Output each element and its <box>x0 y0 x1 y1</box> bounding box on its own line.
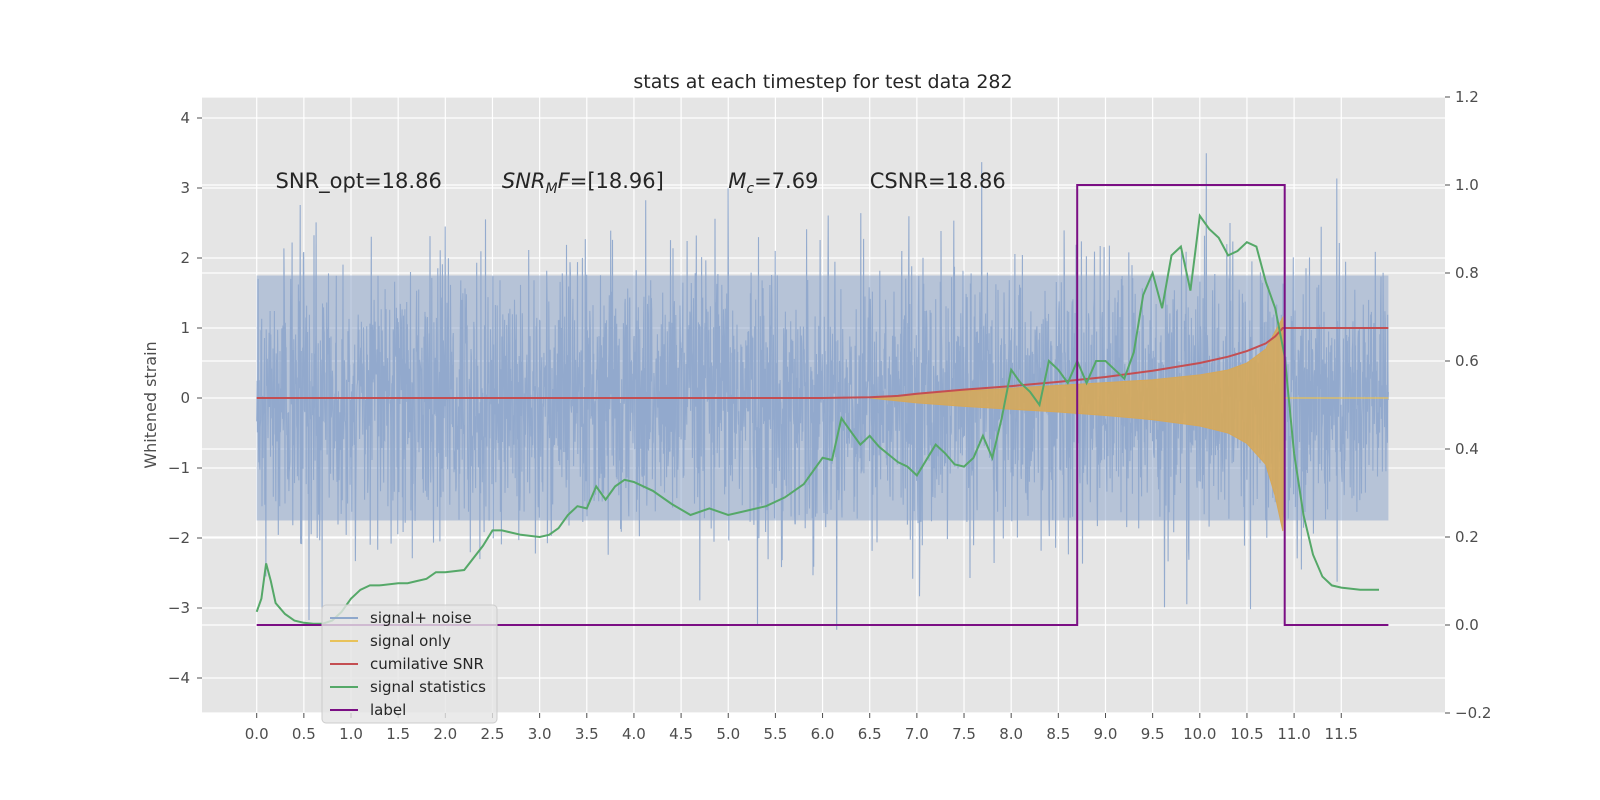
y2-tick-label-6: 1.0 <box>1455 176 1479 194</box>
x-tick-label-18: 9.0 <box>1094 725 1118 743</box>
y2-tick-label-7: 1.2 <box>1455 88 1479 106</box>
x-tick-label-1: 0.5 <box>292 725 316 743</box>
annotation-0: SNR_opt=18.86 <box>276 169 442 194</box>
series-signal-statistics <box>255 213 1379 625</box>
x-tick-label-13: 6.5 <box>858 725 882 743</box>
y-tick-label-4: 0 <box>180 389 190 407</box>
y-tick-label-5: 1 <box>180 319 190 337</box>
x-tick-label-6: 3.0 <box>528 725 552 743</box>
legend-label-signal-noise: signal+ noise <box>370 609 472 627</box>
y-tick-label-0: −4 <box>168 669 190 687</box>
y-tick-label-6: 2 <box>180 249 190 267</box>
x-tick-label-23: 11.5 <box>1325 725 1358 743</box>
y-tick-label-2: −2 <box>168 529 190 547</box>
y2-tick-label-0: −0.2 <box>1455 704 1491 722</box>
x-tick-label-0: 0.0 <box>245 725 269 743</box>
annotation-2: Mc=7.69 <box>728 169 818 197</box>
legend-label-cumilative-snr: cumilative SNR <box>370 655 484 673</box>
x-tick-label-16: 8.0 <box>999 725 1023 743</box>
x-tick-label-2: 1.0 <box>339 725 363 743</box>
x-tick-label-7: 3.5 <box>575 725 599 743</box>
annotations: SNR_opt=18.86 SNRMF=[18.96] Mc=7.69 CSNR=18… <box>276 169 1006 197</box>
series-lines <box>255 184 1389 626</box>
legend-label-signal-statistics: signal statistics <box>370 678 486 696</box>
legend-box <box>321 604 498 724</box>
series-signal-only <box>869 315 1389 532</box>
annotation-3: CSNR=18.86 <box>870 169 1006 193</box>
y2-tick-label-2: 0.2 <box>1455 528 1479 546</box>
x-tick-label-4: 2.0 <box>433 725 457 743</box>
x-tick-label-21: 10.5 <box>1230 725 1263 743</box>
y-tick-label-1: −3 <box>168 599 190 617</box>
x-tick-label-19: 9.5 <box>1141 725 1165 743</box>
x-tick-label-5: 2.5 <box>481 725 505 743</box>
y-axis-label: Whitened strain <box>141 341 160 468</box>
x-tick-label-22: 11.0 <box>1277 725 1310 743</box>
chart-title: stats at each timestep for test data 282 <box>633 71 1012 93</box>
x-tick-label-9: 4.5 <box>669 725 693 743</box>
annotation-1: SNRMF=[18.96] <box>502 169 664 197</box>
y-tick-label-7: 3 <box>180 179 190 197</box>
series-cumilative-snr <box>256 327 1389 399</box>
y2-tick-label-5: 0.8 <box>1455 264 1479 282</box>
x-tick-label-14: 7.0 <box>905 725 929 743</box>
y-tick-label-3: −1 <box>168 459 190 477</box>
legend: signal+ noise signal only cumilative SNR si… <box>321 604 498 724</box>
x-tick-label-11: 5.5 <box>763 725 787 743</box>
x-tick-label-12: 6.0 <box>811 725 835 743</box>
y2-tick-label-1: 0.0 <box>1455 616 1479 634</box>
legend-label-signal-only: signal only <box>370 632 451 650</box>
x-tick-label-17: 8.5 <box>1046 725 1070 743</box>
x-tick-label-8: 4.0 <box>622 725 646 743</box>
x-tick-label-15: 7.5 <box>952 725 976 743</box>
legend-label-label: label <box>370 701 406 719</box>
x-tick-label-3: 1.5 <box>386 725 410 743</box>
y2-tick-label-4: 0.6 <box>1455 352 1479 370</box>
axis-ticks: 0.0 0.5 1.0 1.5 2.0 2.5 3.0 3.5 4.0 4.5 5.0 5.5 6.0 6… <box>168 88 1492 743</box>
y2-tick-label-3: 0.4 <box>1455 440 1479 458</box>
y-tick-label-8: 4 <box>180 109 190 127</box>
x-tick-label-20: 10.0 <box>1183 725 1216 743</box>
x-tick-label-10: 5.0 <box>716 725 740 743</box>
series-label <box>256 184 1389 626</box>
